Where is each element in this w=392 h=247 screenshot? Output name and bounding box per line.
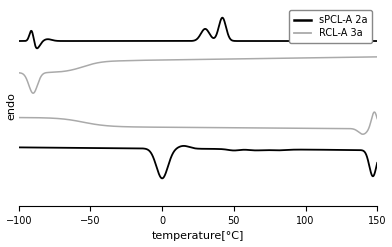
Legend: sPCL-A 2a, RCL-A 3a: sPCL-A 2a, RCL-A 3a (289, 10, 372, 43)
X-axis label: temperature[°C]: temperature[°C] (152, 231, 244, 242)
Y-axis label: endo: endo (6, 92, 16, 120)
